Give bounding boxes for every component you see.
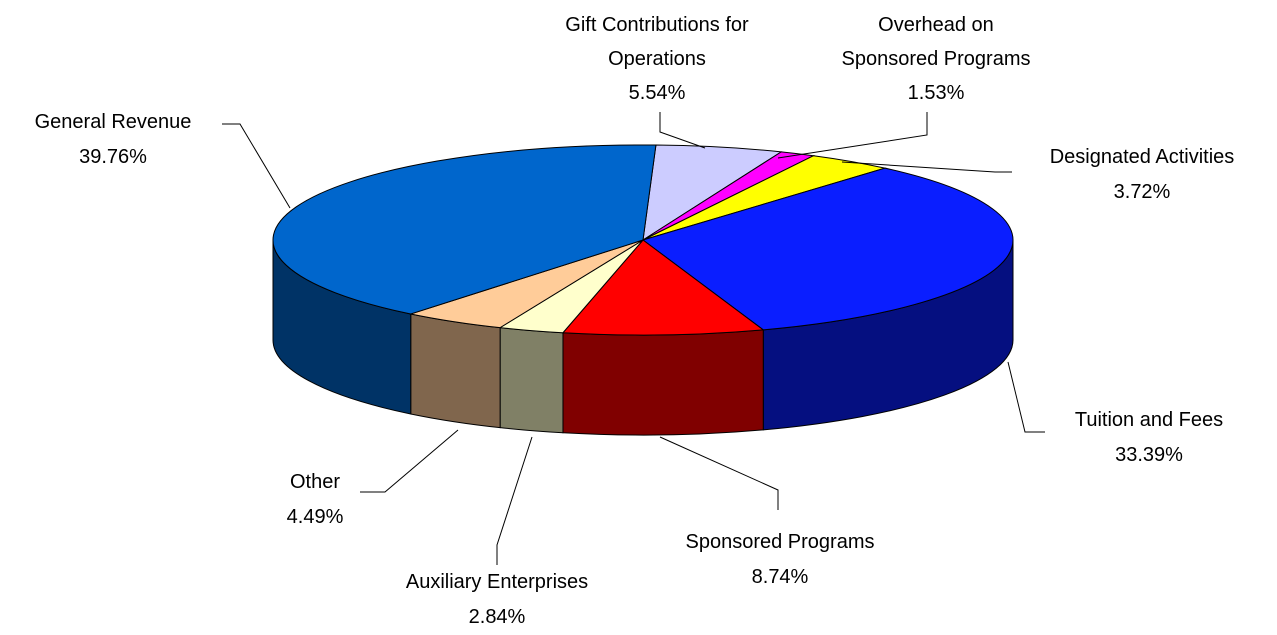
category-label: Tuition and Fees (1074, 409, 1224, 431)
category-label: General Revenue (34, 111, 192, 133)
slice-label: Other 4.49% (287, 465, 344, 535)
slice (641, 167, 1014, 331)
slice-label: Overhead on Sponsored Programs 1.53% (836, 8, 1036, 111)
value-label: 33.39% (1115, 444, 1183, 466)
leader-line (777, 112, 928, 159)
slice-side (562, 329, 764, 436)
slice (642, 144, 783, 242)
slice-label: Auxiliary Enterprises 2.84% (406, 565, 588, 635)
leader-line (1007, 361, 1045, 433)
leader-lines (222, 112, 1045, 565)
leader-line (841, 161, 1012, 173)
slice-side (410, 313, 501, 429)
category-label: Other (289, 471, 341, 493)
value-label: 3.72% (1113, 181, 1171, 203)
category-label: Designated Activities (1049, 146, 1235, 168)
value-label: 1.53% (907, 82, 965, 104)
slice-label: General Revenue 39.76% (35, 105, 192, 175)
leader-line (659, 112, 706, 149)
slice-label: Sponsored Programs 8.74% (686, 525, 875, 595)
slice-label: Gift Contributions for Operations 5.54% (542, 8, 772, 111)
category-label: Auxiliary Enterprises (405, 571, 589, 593)
value-label: 5.54% (628, 82, 686, 104)
value-label: 39.76% (79, 146, 147, 168)
leader-line (222, 123, 291, 209)
slice-label: Tuition and Fees 33.39% (1075, 403, 1223, 473)
category-label: Sponsored Programs (685, 531, 875, 553)
leader-line (496, 436, 533, 565)
slice (272, 144, 657, 315)
value-label: 2.84% (468, 606, 526, 628)
leader-line (659, 436, 779, 510)
category-label: Overhead on Sponsored Programs (841, 14, 1031, 70)
slice (561, 239, 765, 336)
value-label: 8.74% (751, 566, 809, 588)
value-label: 4.49% (286, 506, 344, 528)
leader-line (360, 429, 459, 493)
category-label: Gift Contributions for Operations (565, 14, 749, 70)
slice-label: Designated Activities 3.72% (1050, 140, 1235, 210)
slice-side (499, 327, 564, 434)
